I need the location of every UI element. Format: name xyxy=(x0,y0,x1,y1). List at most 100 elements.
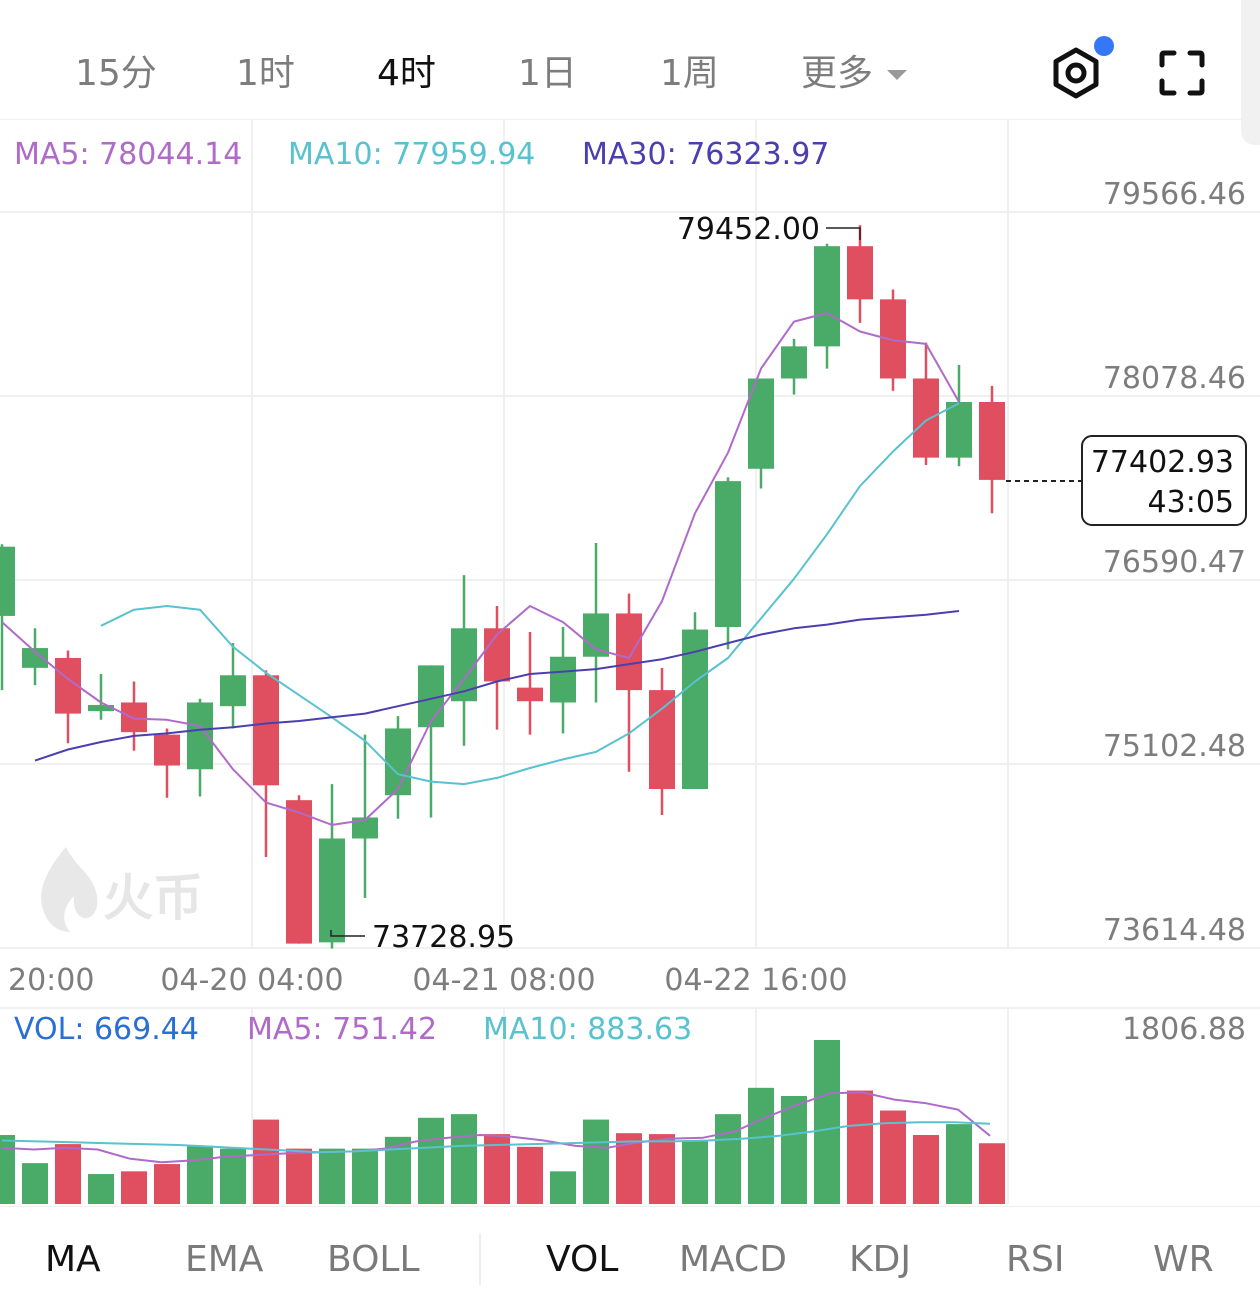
candle-up xyxy=(22,648,48,668)
x-tick-label: 04-22 16:00 xyxy=(664,963,847,998)
volume-bar xyxy=(253,1119,279,1204)
y-tick-label: 79566.46 xyxy=(1103,177,1246,212)
candle-down xyxy=(517,687,543,702)
timeframe-bar: 15分 1时 4时 1日 1周 更多 xyxy=(0,0,1260,120)
tab-1d[interactable]: 1日 xyxy=(518,53,577,94)
y-tick-label: 75102.48 xyxy=(1103,729,1246,764)
price-tag-box xyxy=(1081,435,1247,526)
vol-ma5-legend: MA5: 751.42 xyxy=(247,1012,437,1047)
volume-bar xyxy=(121,1171,147,1204)
candle-up xyxy=(715,481,741,628)
low-annotation: 73728.95 xyxy=(330,920,515,955)
volume-bar xyxy=(946,1124,972,1204)
candle-up xyxy=(814,246,840,347)
volume-bar xyxy=(583,1119,609,1204)
ma30-line xyxy=(34,610,960,762)
candle-down xyxy=(484,628,510,682)
candle-up xyxy=(88,704,114,712)
low-label: 73728.95 xyxy=(372,920,515,955)
tab-15m[interactable]: 15分 xyxy=(75,53,157,94)
ma5-line xyxy=(1,312,960,826)
tab-more-label: 更多 xyxy=(801,53,874,94)
volume-bar xyxy=(814,1040,840,1204)
fullscreen-icon[interactable] xyxy=(1158,49,1206,97)
low-leader-line xyxy=(330,930,365,937)
volume-bar xyxy=(880,1110,906,1204)
vol-ma5-line xyxy=(1,1091,991,1164)
tab-rsi[interactable]: RSI xyxy=(1006,1239,1065,1280)
tab-4h[interactable]: 4时 xyxy=(377,53,436,94)
vol-ma10-legend: MA10: 883.63 xyxy=(483,1012,692,1047)
x-tick-label: 04-21 08:00 xyxy=(412,963,595,998)
volume-bar xyxy=(550,1171,576,1204)
price-tag-price: 77402.93 xyxy=(1091,445,1234,480)
chevron-down-icon xyxy=(887,70,908,80)
y-tick-label: 78078.46 xyxy=(1103,361,1246,396)
volume-bar xyxy=(0,1135,15,1204)
y-tick-label: 73614.48 xyxy=(1103,913,1246,948)
price-tag-countdown: 43:05 xyxy=(1148,485,1234,520)
ma-lines xyxy=(1,312,960,826)
candle-down xyxy=(616,613,642,691)
candle-up xyxy=(781,346,807,379)
candle-down xyxy=(253,675,279,786)
watermark: 火币 xyxy=(41,847,203,932)
high-leader-line xyxy=(826,227,861,240)
tab-ma[interactable]: MA xyxy=(45,1239,101,1280)
volume-bars xyxy=(0,1040,1005,1204)
candle-up xyxy=(946,401,972,458)
volume-bar xyxy=(88,1174,114,1204)
volume-bar xyxy=(913,1135,939,1204)
tab-1w[interactable]: 1周 xyxy=(660,53,719,94)
x-tick-label: 04-20 04:00 xyxy=(160,963,343,998)
tab-ema[interactable]: EMA xyxy=(185,1239,264,1280)
current-price-tag[interactable]: 77402.93 43:05 xyxy=(1081,435,1247,526)
candle-down xyxy=(286,800,312,944)
ma10-legend: MA10: 77959.94 xyxy=(288,137,535,172)
volume-bar xyxy=(55,1144,81,1204)
scrollbar-hint xyxy=(1241,0,1260,145)
indicator-bar: MA EMA BOLL VOL MACD KDJ RSI WR xyxy=(0,1206,1260,1312)
candle-up xyxy=(0,546,15,616)
volume-ma-lines xyxy=(1,1091,991,1164)
candle-down xyxy=(979,401,1005,480)
vol-ma10-line xyxy=(1,1121,991,1154)
tab-kdj[interactable]: KDJ xyxy=(849,1239,911,1280)
tab-macd[interactable]: MACD xyxy=(679,1239,787,1280)
notification-badge xyxy=(1094,36,1114,56)
candle-up xyxy=(220,675,246,707)
ma5-legend: MA5: 78044.14 xyxy=(14,137,242,172)
volume-bar xyxy=(715,1114,741,1204)
volume-bar xyxy=(979,1143,1005,1204)
candle-down xyxy=(649,690,675,790)
volume-bar xyxy=(187,1145,213,1204)
volume-bar xyxy=(286,1148,312,1204)
ma30-legend: MA30: 76323.97 xyxy=(582,137,829,172)
tab-wr[interactable]: WR xyxy=(1153,1239,1214,1280)
tab-more[interactable]: 更多 xyxy=(801,44,908,96)
tab-vol[interactable]: VOL xyxy=(546,1239,619,1280)
candle-down xyxy=(154,734,180,766)
kline-chart[interactable]: 火币 MA5: 78044.14 MA10: 77959.94 MA30: 76… xyxy=(0,120,1260,1206)
vol-max-label: 1806.88 xyxy=(1122,1012,1246,1047)
volume-bar xyxy=(517,1146,543,1204)
volume-bar xyxy=(847,1090,873,1204)
candle-up xyxy=(352,817,378,839)
vol-legend: VOL: 669.44 xyxy=(14,1012,199,1047)
watermark-text: 火币 xyxy=(103,869,203,927)
settings-hex-icon[interactable] xyxy=(1050,46,1102,100)
y-tick-label: 76590.47 xyxy=(1103,545,1246,580)
candle-down xyxy=(121,702,147,733)
volume-bar xyxy=(682,1141,708,1204)
tab-boll[interactable]: BOLL xyxy=(327,1239,420,1280)
tab-1h[interactable]: 1时 xyxy=(236,53,295,94)
watermark-flame-icon xyxy=(41,847,98,932)
candle-up xyxy=(319,838,345,943)
high-annotation: 79452.00 xyxy=(677,212,861,247)
candles xyxy=(0,225,1005,949)
x-axis-labels: 20:00 04-20 04:00 04-21 08:00 04-22 16:00 xyxy=(8,963,848,998)
candle-up xyxy=(550,656,576,703)
candle-up xyxy=(748,378,774,469)
high-label: 79452.00 xyxy=(677,212,820,247)
candle-down xyxy=(913,378,939,458)
